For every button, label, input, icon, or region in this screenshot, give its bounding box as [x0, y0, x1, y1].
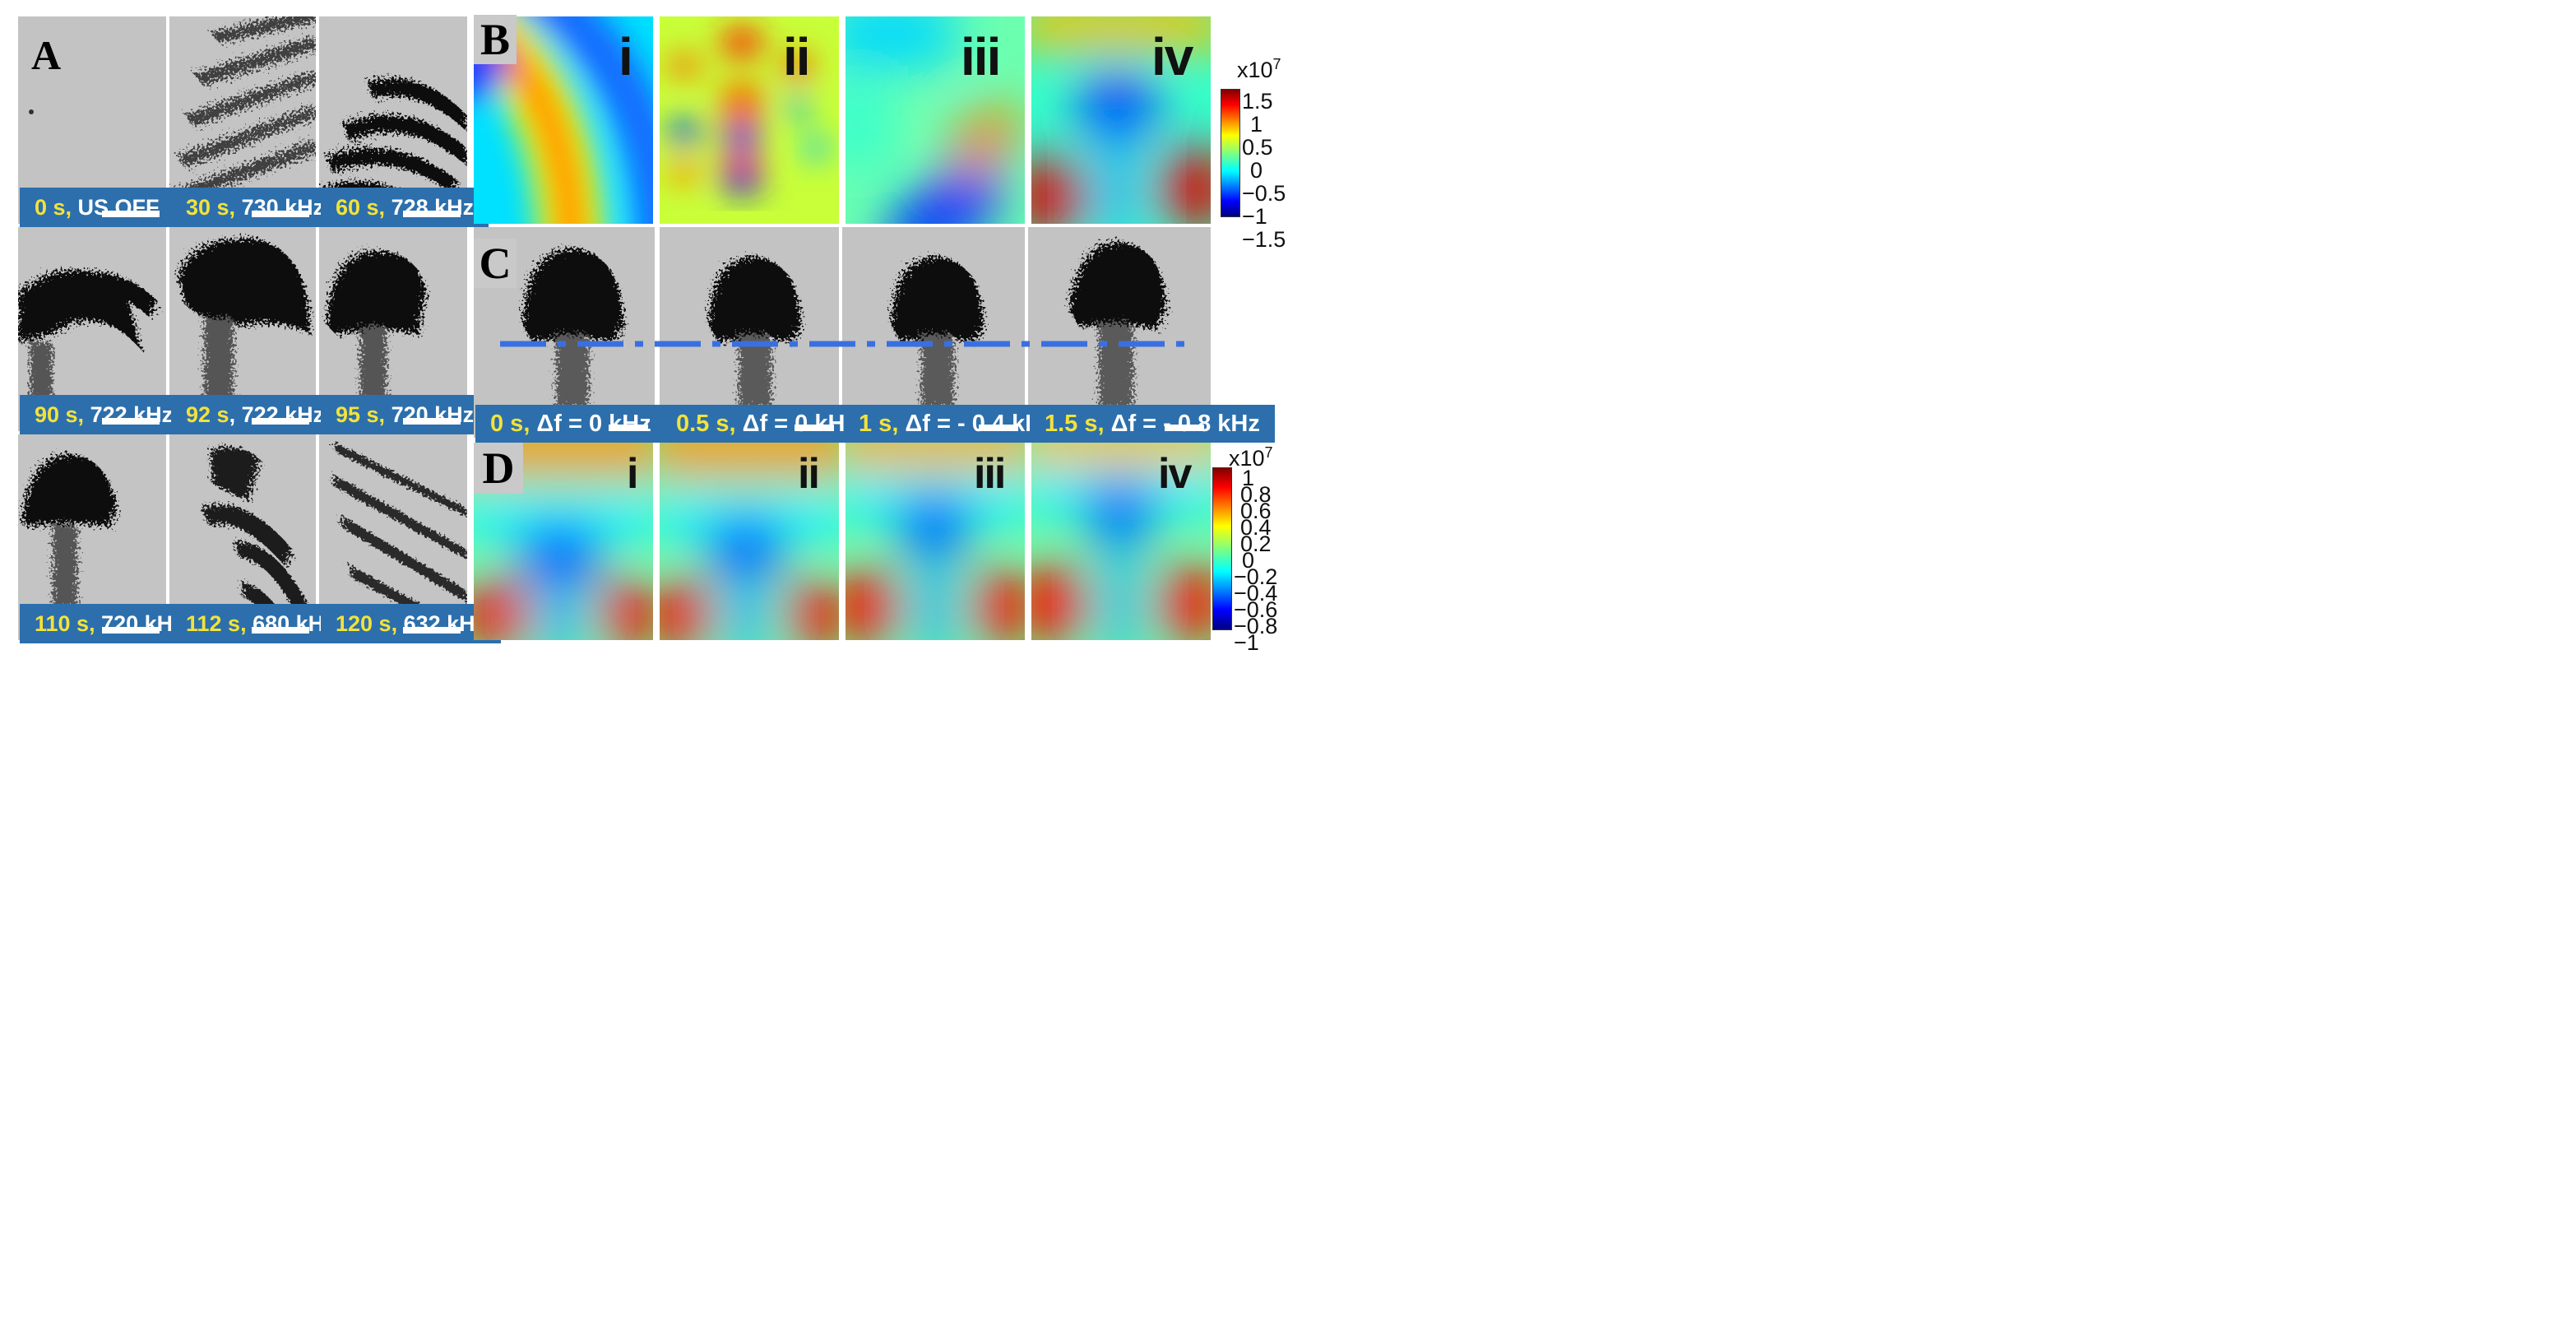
panel-a-caption-3: 60 s, 728 kHz	[321, 188, 489, 227]
panel-d-map-iii	[846, 443, 1025, 640]
panel-d-colorbar-tick: 0.8	[1240, 482, 1272, 507]
panel-d-colorbar-tick: 0.4	[1240, 515, 1272, 540]
panel-b-colorbar-tick: 0.5	[1242, 135, 1273, 160]
scale-bar	[609, 425, 648, 431]
panel-b-colorbar-tick: −0.5	[1242, 181, 1286, 206]
panel-b-colorbar-tick: −1.5	[1242, 227, 1286, 252]
panel-a-caption-5: 92 s, 722 kHz	[171, 395, 340, 434]
panel-b-roman-iii: iii	[961, 27, 1001, 86]
scale-bar	[102, 211, 160, 217]
panel-d-colorbar-tick: −1	[1234, 630, 1259, 655]
scale-bar	[795, 425, 834, 431]
panel-d-roman-i: i	[627, 450, 639, 498]
panel-d-colorbar-tick: −0.2	[1234, 564, 1278, 589]
panel-c-tile-4	[1028, 227, 1211, 438]
panel-d-colorbar	[1212, 467, 1232, 630]
panel-a-caption-7: 110 s, 720 kHz	[20, 604, 199, 643]
panel-d-map-ii	[660, 443, 839, 640]
panel-d-colorbar-tick: −0.8	[1234, 614, 1278, 638]
panel-a-caption-1: 0 s, US OFF	[20, 188, 174, 227]
panel-d-colorbar-tick: 0.6	[1240, 499, 1272, 523]
panel-c-reference-line	[500, 341, 1186, 347]
scale-bar	[252, 418, 309, 425]
scale-bar	[403, 627, 461, 634]
panel-c-tile-2	[660, 227, 839, 438]
panel-b-map-iv	[1031, 16, 1211, 224]
panel-b-map-iii	[846, 16, 1025, 224]
panel-b-map-i	[474, 16, 653, 224]
panel-c-caption-2: 0.5 s, Δf = 0 kHz	[661, 405, 872, 443]
panel-b-roman-ii: ii	[783, 27, 811, 86]
panel-a-caption-2: 30 s, 730 kHz	[171, 188, 340, 227]
scale-bar	[102, 418, 160, 425]
scale-bar	[1165, 425, 1204, 431]
panel-c-caption-4: 1.5 s, Δf = - 0.8 kHz	[1030, 405, 1275, 443]
panel-b-colorbar-tick: 1	[1250, 112, 1263, 137]
scale-bar	[252, 211, 309, 217]
panel-a-caption-6: 95 s, 720 kHz	[321, 395, 489, 434]
panel-b-roman-i: i	[619, 27, 633, 86]
panel-a-label: A	[31, 32, 62, 78]
panel-b-map-ii	[660, 16, 839, 224]
panel-d-colorbar-tick: 0	[1242, 548, 1255, 573]
panel-a-caption-4: 90 s, 722 kHz	[20, 395, 188, 434]
panel-b-colorbar-tick: 1.5	[1242, 89, 1273, 114]
panel-d-colorbar-tick: 0.2	[1240, 532, 1272, 556]
panel-d-map-iv	[1031, 443, 1211, 640]
panel-c-tile-3	[842, 227, 1025, 438]
panel-b-colorbar	[1221, 89, 1240, 217]
panel-d-colorbar-tick: 1	[1242, 466, 1255, 490]
panel-c-caption-1: 0 s, Δf = 0 kHz	[475, 405, 666, 443]
panel-d-roman-ii: ii	[798, 450, 820, 498]
panel-d-colorbar-tick: −0.4	[1234, 581, 1278, 606]
panel-b-colorbar-tick: 0	[1250, 158, 1263, 183]
scale-bar	[252, 627, 309, 634]
panel-d-roman-iv: iv	[1158, 450, 1192, 498]
scale-bar	[403, 418, 461, 425]
panel-a-caption-8: 112 s, 680 kHz	[171, 604, 350, 643]
panel-b-colorbar-exponent: x107	[1237, 56, 1281, 82]
scale-bar	[979, 425, 1018, 431]
panel-c-label: C	[474, 239, 517, 288]
panel-d-colorbar-tick: −0.6	[1234, 597, 1278, 622]
panel-d-label: D	[474, 443, 523, 494]
panel-a-caption-9: 120 s, 632 kHz	[321, 604, 502, 643]
panel-b-colorbar-tick: −1	[1242, 204, 1267, 229]
scale-bar	[102, 627, 160, 634]
panel-b-label: B	[474, 15, 517, 64]
panel-b-roman-iv: iv	[1151, 27, 1193, 86]
panel-d-colorbar-exponent: x107	[1229, 444, 1273, 471]
panel-d-roman-iii: iii	[974, 450, 1006, 498]
scale-bar	[403, 211, 461, 217]
